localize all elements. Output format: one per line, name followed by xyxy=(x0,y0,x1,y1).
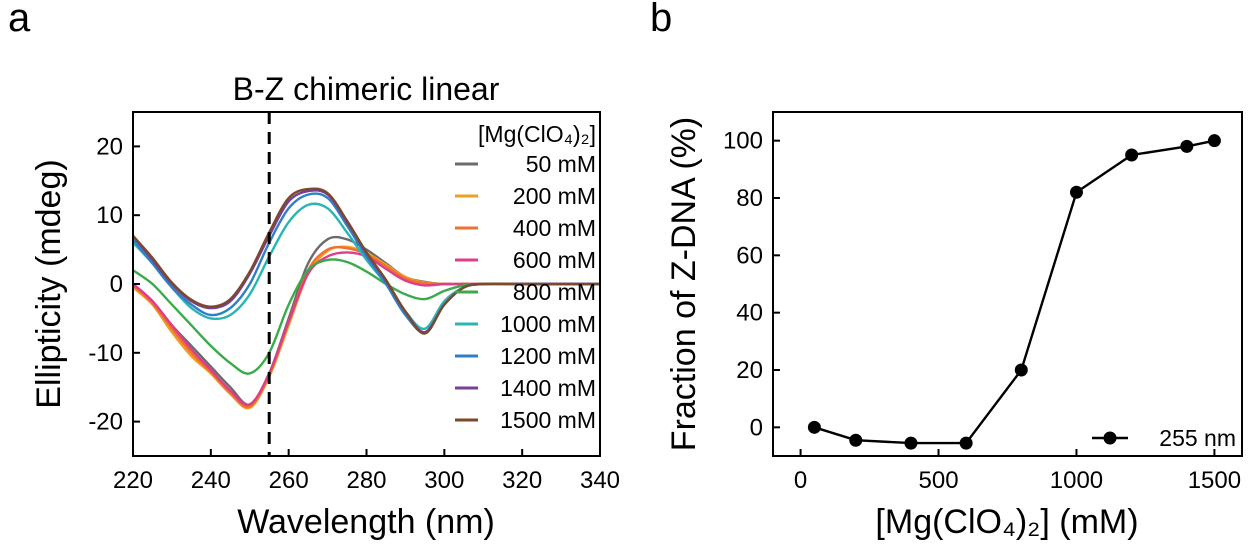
chart-b-plot-frame xyxy=(772,111,1243,457)
y-tick-label: -10 xyxy=(88,340,123,367)
y-tick-label: -20 xyxy=(88,409,123,436)
y-tick-label: 20 xyxy=(736,357,763,384)
legend-label: 255 nm xyxy=(1159,425,1236,451)
chart-b-ylabel: Fraction of Z-DNA (%) xyxy=(665,117,703,451)
x-tick-label: 1000 xyxy=(1050,467,1103,494)
y-tick-label: 100 xyxy=(723,128,763,155)
chart-b-x-ticks: 0 500 1000 1500 xyxy=(794,449,1241,494)
panel-label-b: b xyxy=(650,0,673,40)
y-tick-label: 60 xyxy=(736,242,763,269)
chart-a-xlabel: Wavelength (nm) xyxy=(237,503,495,541)
chart-a-y-ticks: -20 -10 0 10 20 xyxy=(88,133,140,436)
chart-b-y-ticks: 0 20 40 60 80 100 xyxy=(723,128,780,441)
x-tick-label: 320 xyxy=(502,467,542,494)
legend-label: 50 mM xyxy=(526,151,596,177)
x-tick-label: 280 xyxy=(346,467,386,494)
data-point xyxy=(1125,148,1139,162)
chart-a-ylabel: Ellipticity (mdeg) xyxy=(30,159,68,408)
data-point xyxy=(1069,185,1083,199)
x-tick-label: 1500 xyxy=(1188,467,1241,494)
data-point xyxy=(959,436,973,450)
y-tick-label: 40 xyxy=(736,300,763,327)
x-tick-label: 240 xyxy=(191,467,231,494)
series-line-1500-mm xyxy=(132,187,600,335)
chart-a-legend: [Mg(ClO₄)₂] 50 mM 200 mM 400 mM 600 mM 800 m… xyxy=(455,121,596,433)
legend-label: 800 mM xyxy=(513,279,596,305)
y-tick-label: 10 xyxy=(96,202,123,229)
chart-a: B-Z chimeric linear 220 240 260 280 300 320 34… xyxy=(30,71,620,541)
chart-b-legend: 255 nm xyxy=(1092,425,1236,451)
x-tick-label: 260 xyxy=(269,467,309,494)
legend-label: 600 mM xyxy=(513,247,596,273)
y-tick-label: 20 xyxy=(96,133,123,160)
legend-label: 1200 mM xyxy=(500,343,596,369)
x-tick-label: 220 xyxy=(113,467,153,494)
series-line-255-nm xyxy=(814,139,1215,445)
legend-title: [Mg(ClO₄)₂] xyxy=(478,121,596,147)
data-point xyxy=(1207,134,1221,148)
legend-label: 1500 mM xyxy=(500,407,596,433)
legend-label: 400 mM xyxy=(513,215,596,241)
chart-a-title: B-Z chimeric linear xyxy=(233,71,500,107)
legend-swatch-marker xyxy=(1103,431,1117,445)
panel-label-a: a xyxy=(8,0,31,40)
x-tick-label: 340 xyxy=(580,467,620,494)
data-point xyxy=(904,436,918,450)
data-point xyxy=(849,433,863,447)
legend-label: 200 mM xyxy=(513,183,596,209)
y-tick-label: 80 xyxy=(736,185,763,212)
x-tick-label: 500 xyxy=(919,467,959,494)
chart-b-series-line xyxy=(807,134,1221,450)
legend-label: 1000 mM xyxy=(500,311,596,337)
chart-a-x-ticks: 220 240 260 280 300 320 340 xyxy=(113,449,620,494)
y-tick-label: 0 xyxy=(750,414,763,441)
data-point xyxy=(1180,139,1194,153)
y-tick-label: 0 xyxy=(110,271,123,298)
chart-b-xlabel: [Mg(ClO₄)₂] (mM) xyxy=(875,503,1138,541)
x-tick-label: 300 xyxy=(424,467,464,494)
data-point xyxy=(807,420,821,434)
chart-b: 0 500 1000 1500 0 20 40 60 80 100 [Mg(ClO₄)₂] (m… xyxy=(665,111,1243,541)
chart-a-series-lines xyxy=(132,187,600,410)
x-tick-label: 0 xyxy=(794,467,807,494)
data-point xyxy=(1014,363,1028,377)
legend-label: 1400 mM xyxy=(500,375,596,401)
